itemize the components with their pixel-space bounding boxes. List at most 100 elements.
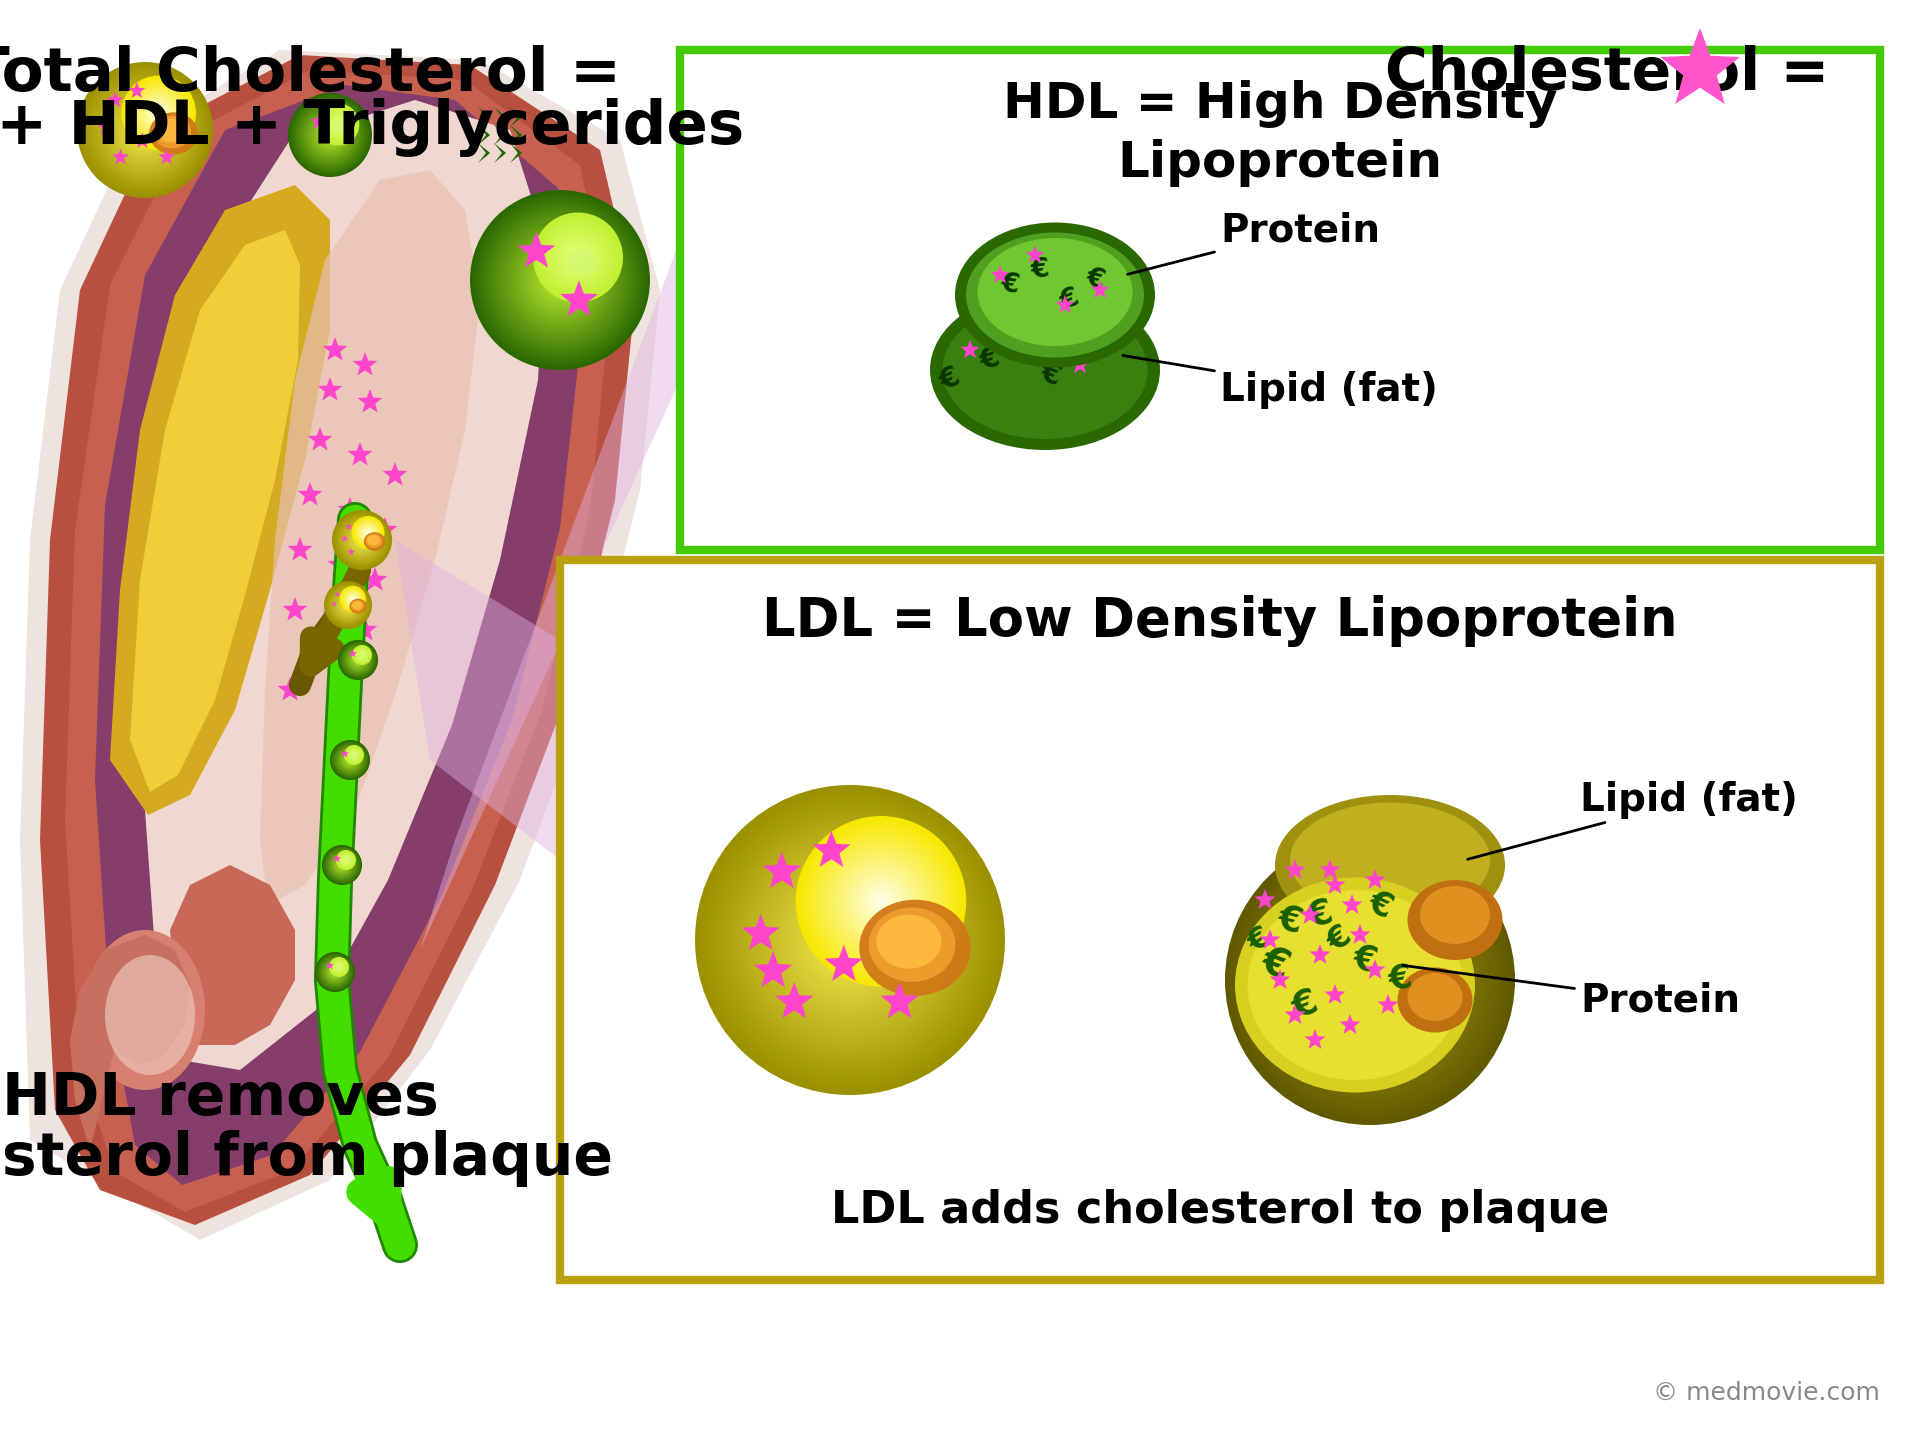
Circle shape — [77, 62, 213, 197]
Circle shape — [843, 863, 920, 940]
Circle shape — [324, 582, 371, 628]
Circle shape — [334, 971, 336, 973]
Circle shape — [119, 104, 171, 156]
Circle shape — [346, 602, 349, 608]
Text: €: € — [1273, 900, 1306, 939]
Circle shape — [346, 755, 355, 765]
Circle shape — [330, 968, 340, 976]
Circle shape — [79, 63, 211, 197]
Circle shape — [328, 966, 342, 978]
Circle shape — [340, 518, 384, 562]
Circle shape — [351, 528, 372, 552]
Circle shape — [346, 756, 355, 765]
Circle shape — [349, 527, 374, 553]
Circle shape — [572, 251, 586, 265]
Circle shape — [127, 112, 163, 148]
Circle shape — [324, 109, 353, 140]
Polygon shape — [812, 831, 851, 867]
Circle shape — [361, 539, 363, 541]
Circle shape — [296, 101, 365, 170]
Circle shape — [324, 962, 346, 982]
Circle shape — [745, 835, 956, 1045]
Circle shape — [290, 95, 371, 176]
Circle shape — [348, 651, 367, 670]
Polygon shape — [171, 865, 296, 1045]
Circle shape — [355, 520, 380, 544]
Polygon shape — [1325, 874, 1346, 894]
Ellipse shape — [359, 654, 367, 658]
Polygon shape — [493, 143, 507, 163]
Ellipse shape — [157, 118, 184, 143]
Circle shape — [315, 120, 346, 150]
Circle shape — [84, 69, 205, 192]
Circle shape — [340, 642, 376, 678]
Circle shape — [334, 962, 344, 972]
Circle shape — [353, 655, 363, 665]
Circle shape — [332, 855, 351, 874]
Circle shape — [359, 537, 365, 543]
Circle shape — [348, 649, 369, 670]
Circle shape — [338, 860, 348, 870]
Circle shape — [353, 647, 371, 662]
Text: €: € — [1244, 922, 1277, 958]
Circle shape — [332, 855, 351, 876]
Circle shape — [326, 131, 334, 140]
Circle shape — [324, 130, 336, 141]
Circle shape — [524, 243, 595, 315]
Circle shape — [129, 84, 188, 143]
Circle shape — [150, 104, 167, 122]
Circle shape — [1309, 919, 1430, 1041]
Circle shape — [334, 744, 365, 775]
Circle shape — [334, 857, 349, 874]
Circle shape — [326, 963, 344, 981]
Polygon shape — [1304, 1030, 1325, 1048]
Circle shape — [338, 747, 363, 773]
Circle shape — [328, 966, 342, 978]
Circle shape — [812, 834, 948, 969]
Text: Lipid (fat): Lipid (fat) — [1467, 780, 1797, 860]
Circle shape — [344, 645, 372, 675]
Circle shape — [338, 852, 353, 868]
Circle shape — [328, 585, 369, 625]
Circle shape — [317, 955, 353, 989]
Circle shape — [1236, 847, 1503, 1113]
Circle shape — [140, 94, 177, 131]
Circle shape — [493, 213, 626, 347]
Circle shape — [334, 963, 344, 971]
Circle shape — [334, 743, 367, 776]
Circle shape — [803, 893, 897, 986]
Circle shape — [344, 755, 355, 766]
Polygon shape — [323, 337, 348, 360]
Text: €: € — [1029, 256, 1050, 284]
Circle shape — [154, 108, 165, 118]
Circle shape — [532, 251, 589, 308]
Circle shape — [330, 588, 365, 622]
Circle shape — [336, 747, 363, 773]
Polygon shape — [1661, 27, 1740, 104]
Circle shape — [755, 844, 947, 1037]
Polygon shape — [1365, 868, 1386, 888]
Circle shape — [566, 246, 589, 269]
Circle shape — [336, 746, 365, 775]
Circle shape — [336, 593, 359, 616]
Circle shape — [336, 593, 361, 616]
Circle shape — [319, 956, 351, 988]
Circle shape — [346, 592, 361, 606]
Circle shape — [324, 962, 346, 982]
Circle shape — [319, 956, 351, 988]
Circle shape — [1300, 910, 1440, 1050]
Circle shape — [336, 121, 342, 128]
Circle shape — [361, 526, 376, 540]
Circle shape — [328, 132, 332, 137]
Circle shape — [547, 226, 609, 289]
Ellipse shape — [363, 533, 386, 550]
Circle shape — [324, 582, 371, 628]
Circle shape — [332, 969, 338, 975]
Circle shape — [121, 75, 196, 150]
Circle shape — [1246, 855, 1494, 1104]
Circle shape — [330, 588, 365, 622]
Circle shape — [355, 649, 369, 661]
Circle shape — [349, 750, 359, 759]
Circle shape — [336, 851, 355, 870]
Circle shape — [1286, 896, 1453, 1064]
